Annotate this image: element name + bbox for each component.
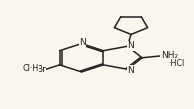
Text: N: N bbox=[79, 38, 86, 47]
Text: Cl·H: Cl·H bbox=[23, 64, 39, 73]
Text: ·HCl: ·HCl bbox=[168, 59, 184, 68]
Text: Br: Br bbox=[36, 66, 46, 74]
Text: N: N bbox=[127, 41, 134, 50]
Text: N: N bbox=[127, 66, 134, 75]
Text: NH₂: NH₂ bbox=[161, 51, 178, 60]
